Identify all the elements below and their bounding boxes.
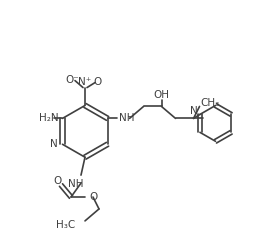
Text: OH: OH [154,90,170,100]
Text: NH: NH [119,113,134,123]
Text: CH₃: CH₃ [200,98,220,109]
Text: O: O [89,192,97,202]
Text: NH: NH [68,179,84,189]
Text: H₂N: H₂N [39,113,58,123]
Text: N⁺: N⁺ [78,76,92,87]
Text: O⁻: O⁻ [65,75,79,85]
Text: N: N [190,106,197,116]
Text: H₃C: H₃C [56,220,75,230]
Text: O: O [94,77,102,87]
Text: N: N [50,139,57,149]
Text: O: O [53,176,61,186]
